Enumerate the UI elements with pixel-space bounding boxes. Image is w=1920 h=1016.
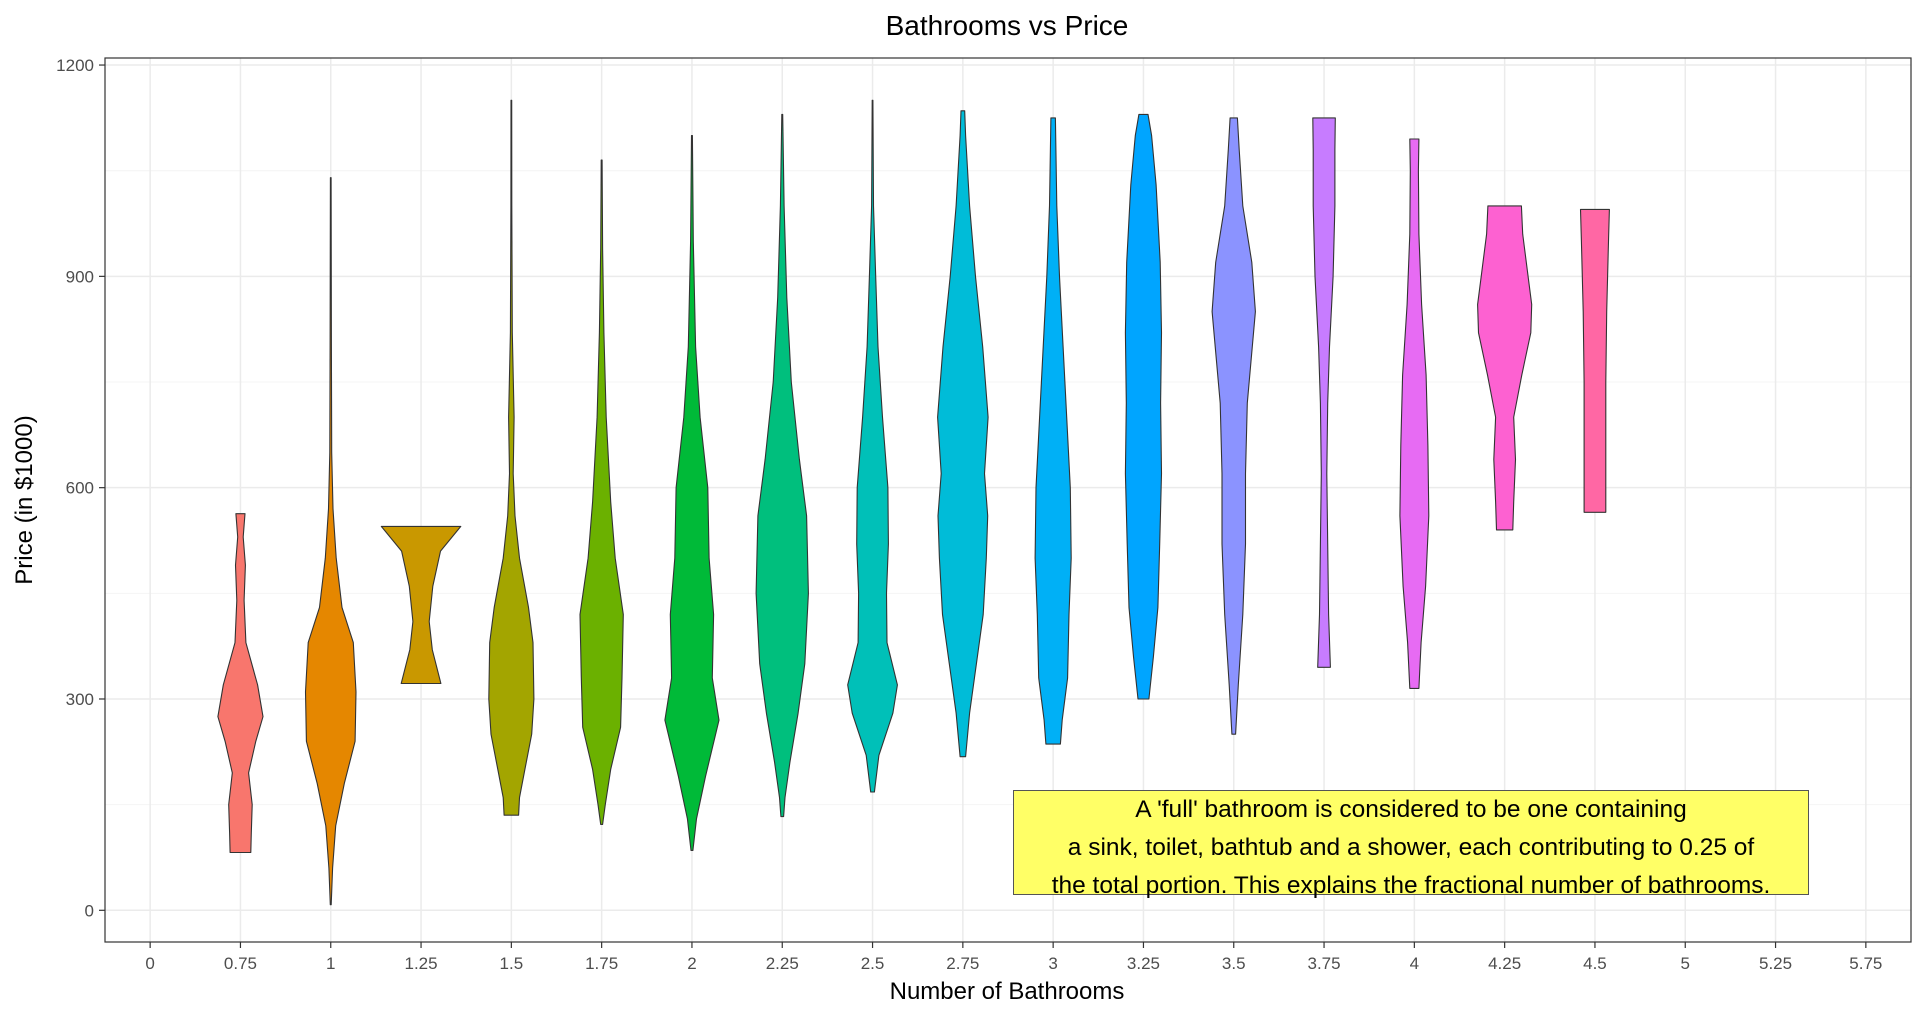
y-tick-label: 300 xyxy=(66,690,94,709)
violin-4 xyxy=(1399,138,1430,689)
y-tick-label: 600 xyxy=(66,479,94,498)
annotation-line-1: A 'full' bathroom is considered to be on… xyxy=(1135,796,1687,823)
violin-2-5 xyxy=(847,99,898,793)
x-tick-label: 5 xyxy=(1681,954,1690,973)
y-tick-label: 900 xyxy=(66,267,94,286)
annotation-note: A 'full' bathroom is considered to be on… xyxy=(1013,790,1809,899)
x-tick-label: 1 xyxy=(326,954,335,973)
violin-4-25 xyxy=(1477,205,1533,531)
annotation-line-3: the total portion. This explains the fra… xyxy=(1051,872,1771,899)
violin-1-5 xyxy=(488,99,535,816)
x-tick-label: 3.75 xyxy=(1308,954,1341,973)
y-axis-label: Price (in $1000) xyxy=(11,415,38,584)
x-tick-label: 2.5 xyxy=(861,954,885,973)
x-tick-label: 4.5 xyxy=(1583,954,1607,973)
x-tick-label: 5.75 xyxy=(1849,954,1882,973)
x-tick-label: 0 xyxy=(145,954,154,973)
x-tick-label: 2.75 xyxy=(946,954,979,973)
violin-layer xyxy=(217,99,1610,906)
violin-1-75 xyxy=(579,159,624,825)
violin-3-75 xyxy=(1312,117,1336,668)
x-tick-label: 2.25 xyxy=(766,954,799,973)
x-tick-label: 1.5 xyxy=(500,954,524,973)
x-axis: 0 0.75 1 1.25 1.5 1.75 2 2.25 2.5 2.75 3 3.25 3.5 3.7… xyxy=(145,942,1882,973)
y-tick-label: 1200 xyxy=(56,56,94,75)
violin-2-75 xyxy=(937,110,989,758)
y-axis: 0 300 600 900 1200 xyxy=(56,56,105,920)
violin-1 xyxy=(304,177,357,906)
violin-1-25 xyxy=(380,525,462,685)
violin-3-25 xyxy=(1124,113,1163,700)
violin-0-75 xyxy=(217,513,264,854)
x-tick-label: 3 xyxy=(1048,954,1057,973)
x-tick-label: 3.25 xyxy=(1127,954,1160,973)
violin-2-25 xyxy=(755,113,809,818)
y-tick-label: 0 xyxy=(85,901,94,920)
x-tick-label: 4 xyxy=(1410,954,1419,973)
x-axis-label: Number of Bathrooms xyxy=(890,978,1125,1005)
x-tick-label: 4.25 xyxy=(1488,954,1521,973)
x-tick-label: 5.25 xyxy=(1759,954,1792,973)
chart-title: Bathrooms vs Price xyxy=(886,10,1129,41)
annotation-line-2: a sink, toilet, bathtub and a shower, ea… xyxy=(1067,834,1755,861)
violin-2 xyxy=(664,134,720,851)
violin-4-5 xyxy=(1579,208,1610,513)
x-tick-label: 1.25 xyxy=(405,954,438,973)
plot-panel-border xyxy=(104,57,1912,943)
x-tick-label: 1.75 xyxy=(585,954,618,973)
x-tick-label: 0.75 xyxy=(224,954,257,973)
x-tick-label: 3.5 xyxy=(1222,954,1246,973)
violin-3 xyxy=(1034,117,1072,745)
violin-3-5 xyxy=(1211,117,1256,735)
x-tick-label: 2 xyxy=(687,954,696,973)
